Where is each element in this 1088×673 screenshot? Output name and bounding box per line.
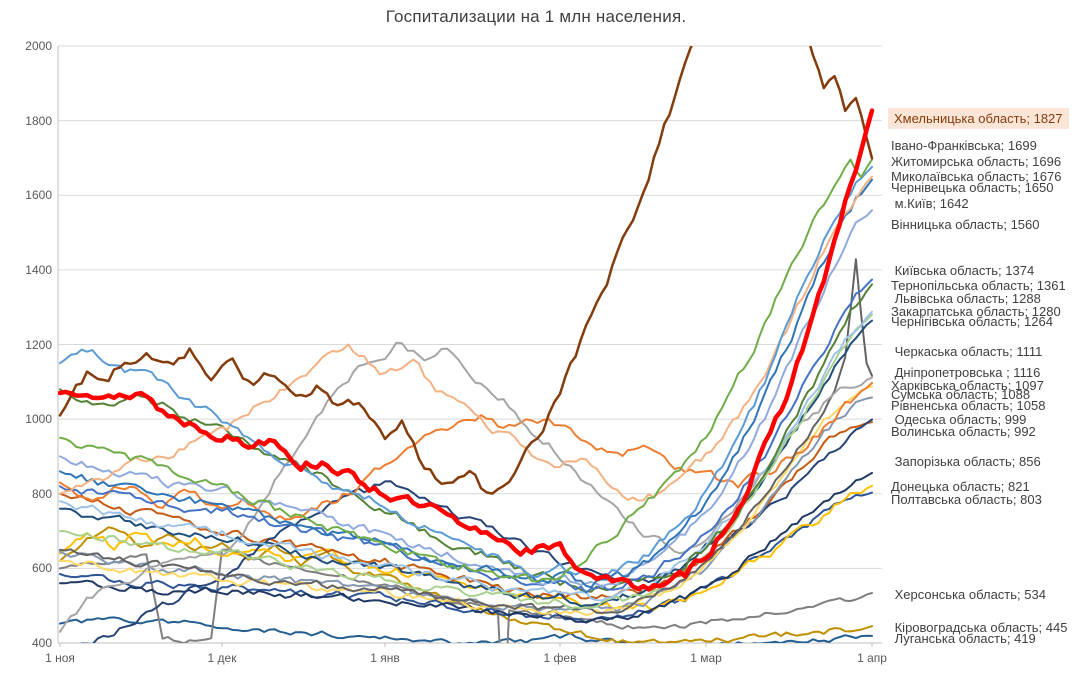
series-label-Кіровоградська область: Кіровоградська область; 445 (891, 620, 1068, 635)
series-label-Черкаська область: Черкаська область; 1111 (891, 344, 1043, 359)
series-label-Луганська область: Луганська область; 419 (891, 631, 1036, 646)
series-line-Чернівецька область (59, 175, 873, 502)
series-line-Хмельницька область (58, 108, 875, 592)
series-line-Миколаївська область (59, 165, 873, 580)
series-label-Рівненська область: Рівненська область; 1058 (891, 398, 1046, 413)
x-tick-label-5: 1 мар (690, 651, 722, 665)
series-line-Вінницька область (59, 209, 873, 588)
series-line-Херсонська область (59, 548, 873, 643)
series-line-Житомирська область (59, 158, 873, 583)
series-label-Дніпропетровська: Дніпропетровська ; 1116 (891, 365, 1041, 380)
series-label-Хмельницька область: Хмельницька область; 1827 (888, 108, 1069, 129)
series-line-Сумська область (59, 385, 873, 617)
series-label-Херсонська область: Херсонська область; 534 (891, 587, 1046, 602)
series-line-Рівненська область (59, 396, 873, 613)
series-label-Полтавська область: Полтавська область; 803 (891, 492, 1042, 507)
series-label-Івано-Франківська: Івано-Франківська; 1699 (891, 138, 1037, 153)
y-tick-label-1200: 1200 (25, 337, 52, 352)
series-label-Донецька область: Донецька область; 821 (891, 479, 1030, 494)
chart-title: Госпитализации на 1 млн населения. (385, 7, 687, 26)
series-label-Одеська область: Одеська область; 999 (891, 412, 1027, 427)
y-tick-label-400: 400 (31, 636, 52, 650)
x-tick-label-3: 1 янв (370, 651, 400, 665)
series-label-м.Київ: м.Київ; 1642 (891, 196, 969, 211)
series-label-Вінницька область: Вінницька область; 1560 (891, 217, 1040, 232)
series-line-Дніпропетровська (59, 258, 873, 614)
y-tick-label-1800: 1800 (25, 113, 52, 128)
series-label-Тернопільська область: Тернопільська область; 1361 (891, 278, 1066, 293)
series-line-Черкаська область (59, 341, 873, 633)
y-tick-label-1000: 1000 (25, 412, 52, 427)
series-line-Київська область (59, 278, 873, 594)
series-line-Івано-Франківська (58, 46, 874, 495)
series-label-Сумська область: Сумська область; 1088 (891, 387, 1031, 402)
y-tick-label-800: 800 (31, 486, 52, 501)
series-label-Миколаївська область: Миколаївська область; 1676 (891, 169, 1062, 184)
x-tick-label-6: 1 апр (857, 651, 887, 665)
series-label-Волинська область: Волинська область; 992 (891, 424, 1036, 439)
series-line-Чернігівська область (59, 319, 873, 608)
series-line-Харківська область (59, 381, 873, 521)
series-label-Закарпатська область: Закарпатська область; 1280 (891, 304, 1061, 319)
x-tick-label-1: 1 ноя (45, 651, 75, 665)
series-label-Житомирська область: Житомирська область; 1696 (891, 154, 1062, 169)
series-label-Харківська область: Харківська область; 1097 (891, 378, 1044, 393)
series-line-Тернопільська область (59, 283, 873, 593)
y-tick-label-1600: 1600 (25, 188, 52, 203)
series-line-Луганська область (59, 616, 873, 643)
series-label-Чернігівська область: Чернігівська область; 1264 (891, 314, 1053, 329)
y-tick-label-600: 600 (31, 561, 52, 576)
y-tick-label-1400: 1400 (25, 262, 52, 277)
series-label-Чернівецька область: Чернівецька область; 1650 (891, 180, 1054, 195)
x-tick-label-4: 1 фев (543, 651, 577, 665)
series-label-Київська область: Київська область; 1374 (891, 263, 1035, 278)
y-tick-label-2000: 2000 (25, 39, 52, 53)
x-tick-label-2: 1 дек (207, 651, 237, 665)
series-line-Львівська область (59, 310, 873, 602)
series-label-Запорізька область: Запорізька область; 856 (891, 454, 1041, 469)
series-label-Львівська область: Львівська область; 1288 (891, 291, 1041, 306)
